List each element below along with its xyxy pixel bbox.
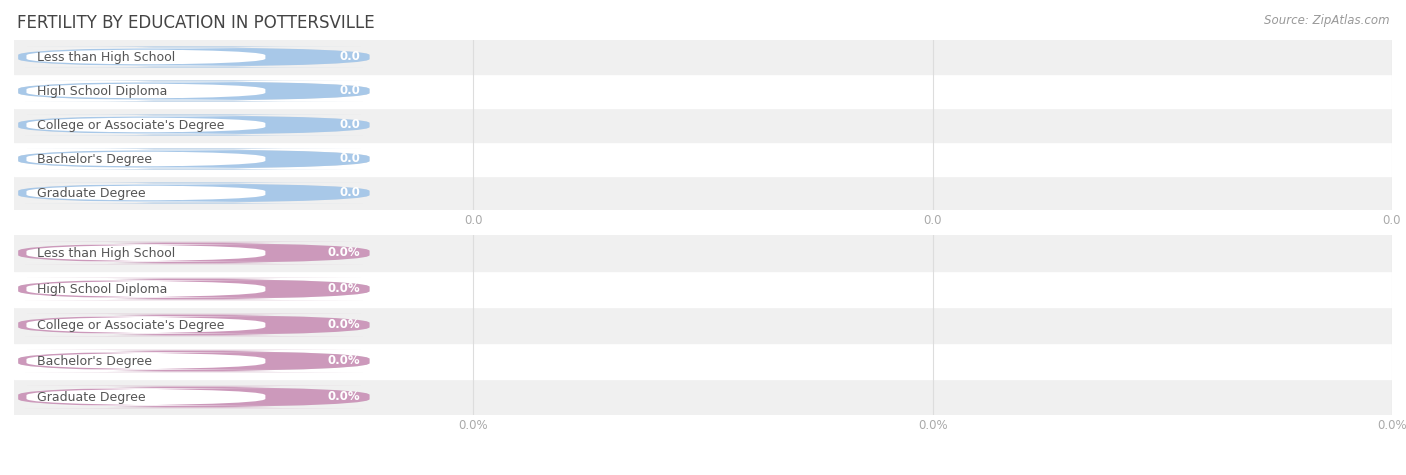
Bar [14, 235, 1392, 271]
Bar [14, 74, 1392, 108]
FancyBboxPatch shape [18, 149, 370, 170]
Text: Graduate Degree: Graduate Degree [38, 390, 146, 403]
Text: Bachelor's Degree: Bachelor's Degree [38, 354, 152, 368]
FancyBboxPatch shape [18, 80, 370, 102]
FancyBboxPatch shape [18, 386, 370, 408]
FancyBboxPatch shape [0, 352, 302, 370]
FancyBboxPatch shape [18, 114, 370, 135]
FancyBboxPatch shape [18, 350, 370, 372]
FancyBboxPatch shape [18, 314, 370, 336]
FancyBboxPatch shape [18, 47, 370, 67]
FancyBboxPatch shape [18, 182, 370, 204]
Bar [14, 142, 1392, 176]
FancyBboxPatch shape [18, 278, 370, 300]
FancyBboxPatch shape [18, 114, 370, 135]
Text: 0.0%: 0.0% [328, 319, 360, 332]
FancyBboxPatch shape [0, 388, 302, 406]
Text: 0.0%: 0.0% [328, 247, 360, 259]
Text: Bachelor's Degree: Bachelor's Degree [38, 152, 152, 165]
Bar [14, 379, 1392, 415]
FancyBboxPatch shape [18, 314, 370, 336]
FancyBboxPatch shape [18, 182, 370, 204]
FancyBboxPatch shape [18, 47, 370, 67]
Text: 0.0: 0.0 [339, 85, 360, 97]
Text: Less than High School: Less than High School [38, 247, 176, 259]
Bar [14, 176, 1392, 210]
FancyBboxPatch shape [0, 244, 302, 262]
FancyBboxPatch shape [18, 149, 370, 170]
Text: High School Diploma: High School Diploma [38, 283, 167, 295]
FancyBboxPatch shape [18, 386, 370, 408]
Text: College or Associate's Degree: College or Associate's Degree [38, 118, 225, 132]
FancyBboxPatch shape [18, 242, 370, 264]
FancyBboxPatch shape [0, 48, 302, 66]
Text: 0.0%: 0.0% [328, 283, 360, 295]
FancyBboxPatch shape [18, 278, 370, 300]
Text: High School Diploma: High School Diploma [38, 85, 167, 97]
FancyBboxPatch shape [18, 80, 370, 102]
FancyBboxPatch shape [0, 83, 302, 99]
FancyBboxPatch shape [18, 242, 370, 264]
Text: Source: ZipAtlas.com: Source: ZipAtlas.com [1264, 14, 1389, 27]
Bar [14, 271, 1392, 307]
FancyBboxPatch shape [0, 116, 302, 133]
Text: 0.0: 0.0 [339, 118, 360, 132]
Bar [14, 40, 1392, 74]
Bar [14, 307, 1392, 343]
Text: 0.0: 0.0 [339, 152, 360, 165]
Bar [14, 108, 1392, 142]
FancyBboxPatch shape [18, 350, 370, 372]
FancyBboxPatch shape [0, 280, 302, 298]
Text: 0.0%: 0.0% [328, 354, 360, 368]
Text: FERTILITY BY EDUCATION IN POTTERSVILLE: FERTILITY BY EDUCATION IN POTTERSVILLE [17, 14, 374, 32]
Text: College or Associate's Degree: College or Associate's Degree [38, 319, 225, 332]
FancyBboxPatch shape [0, 316, 302, 334]
Text: 0.0%: 0.0% [328, 390, 360, 403]
Text: Less than High School: Less than High School [38, 50, 176, 64]
Bar [14, 343, 1392, 379]
FancyBboxPatch shape [0, 151, 302, 168]
Text: 0.0: 0.0 [339, 187, 360, 200]
Text: 0.0: 0.0 [339, 50, 360, 64]
Text: Graduate Degree: Graduate Degree [38, 187, 146, 200]
FancyBboxPatch shape [0, 184, 302, 201]
